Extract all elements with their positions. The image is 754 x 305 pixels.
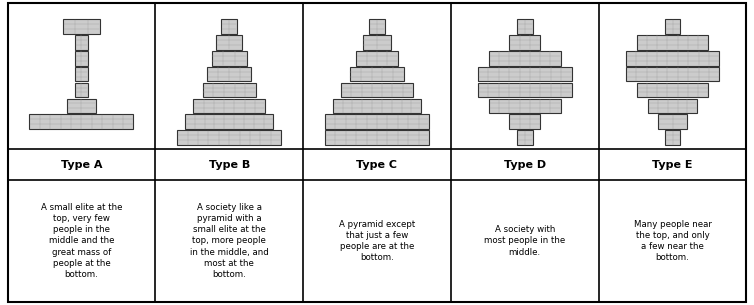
Bar [333,99,421,113]
Bar [75,35,88,50]
Bar [626,51,719,66]
Bar [63,19,100,34]
Bar [29,114,133,129]
Text: Many people near
the top, and only
a few near the
bottom.: Many people near the top, and only a few… [633,220,712,262]
Bar [185,114,274,129]
Bar [658,114,687,129]
Bar [648,99,697,113]
Bar [67,99,96,113]
Bar [369,19,385,34]
Text: Type E: Type E [652,160,693,170]
Bar [356,51,398,66]
Bar [626,67,719,81]
Bar [350,67,404,81]
Bar [75,67,88,81]
Bar [517,19,532,34]
Text: Type A: Type A [60,160,103,170]
Text: Type B: Type B [209,160,250,170]
Bar [325,114,429,129]
Text: A society with
most people in the
middle.: A society with most people in the middle… [484,225,566,257]
Bar [363,35,391,50]
Bar [342,83,412,97]
Text: A society like a
pyramid with a
small elite at the
top, more people
in the middl: A society like a pyramid with a small el… [190,203,268,279]
Bar [517,130,532,145]
Bar [75,51,88,66]
Bar [509,35,541,50]
Bar [75,83,88,97]
Bar [203,83,256,97]
Bar [194,99,265,113]
Text: Type C: Type C [357,160,397,170]
Bar [489,51,560,66]
Bar [478,83,572,97]
Bar [478,67,572,81]
Bar [212,51,247,66]
Bar [637,83,708,97]
Bar [637,35,708,50]
Text: Type D: Type D [504,160,546,170]
Bar [325,130,429,145]
Bar [222,19,237,34]
Bar [177,130,281,145]
Bar [665,19,680,34]
Text: A pyramid except
that just a few
people are at the
bottom.: A pyramid except that just a few people … [339,220,415,262]
Bar [489,99,560,113]
Text: A small elite at the
top, very few
people in the
middle and the
great mass of
pe: A small elite at the top, very few peopl… [41,203,122,279]
Bar [509,114,541,129]
Bar [665,130,680,145]
Bar [216,35,242,50]
Bar [207,67,251,81]
